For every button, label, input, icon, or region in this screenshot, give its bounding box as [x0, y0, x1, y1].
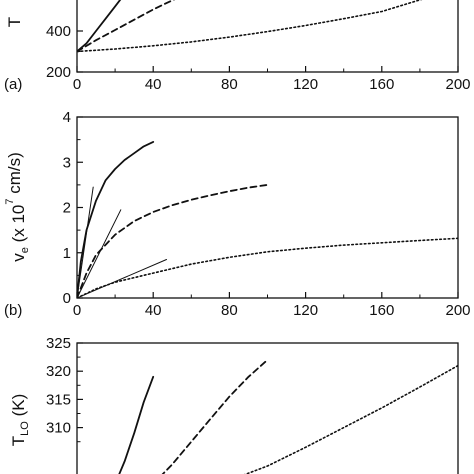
x-tick-label: 40	[145, 302, 162, 319]
x-tick-label: 200	[445, 302, 470, 319]
panel-label: (b)	[4, 302, 22, 319]
series-line-solid	[77, 140, 155, 298]
y-tick-label: 200	[46, 64, 71, 81]
panel-label: (a)	[4, 76, 22, 93]
y-axis-label-part: cm/s)	[5, 152, 24, 198]
y-tick-label: 325	[46, 335, 71, 352]
x-tick-label: 200	[445, 76, 470, 93]
series-line-dotted	[77, 237, 458, 298]
y-tick-label: 310	[46, 420, 71, 437]
y-tick-label: 400	[46, 23, 71, 40]
y-axis-label: ve (x 107 cm/s)	[4, 152, 31, 262]
x-tick-label: 120	[293, 302, 318, 319]
series-line-dashed	[77, 0, 176, 53]
series-line-dotted	[244, 364, 458, 474]
series-line-solid	[77, 0, 122, 53]
series-line-thin	[77, 209, 122, 298]
x-tick-label: 40	[145, 76, 162, 93]
y-axis-label-part: e	[19, 247, 31, 253]
y-axis-label-main: T	[5, 17, 24, 27]
y-axis-label: TLO (K)	[9, 394, 31, 446]
plot-frame	[76, 116, 459, 299]
y-axis-label-part: T	[9, 436, 28, 446]
y-axis-label: T	[5, 17, 24, 27]
y-axis-label-part: (x 10	[9, 205, 28, 248]
x-tick-label: 80	[221, 76, 238, 93]
x-tick-label: 160	[369, 302, 394, 319]
x-tick-label: 160	[369, 76, 394, 93]
x-tick-label: 120	[293, 76, 318, 93]
y-tick-label: 2	[63, 200, 71, 217]
x-tick-label: 80	[221, 302, 238, 319]
y-tick-label: 1	[63, 245, 71, 262]
y-axis-label-part: LO	[19, 421, 31, 436]
x-tick-label: 0	[73, 76, 81, 93]
series-line-solid	[118, 375, 155, 474]
y-axis-label-part: v	[9, 253, 28, 262]
series-line-dotted	[77, 0, 423, 53]
panel-frames	[76, 0, 459, 474]
series-line-dashed	[161, 358, 269, 474]
series-line-dashed	[77, 183, 269, 298]
y-tick-label: 0	[63, 290, 71, 307]
series-lines	[77, 0, 458, 474]
y-tick-label: 320	[46, 363, 71, 380]
y-tick-label: 315	[46, 391, 71, 408]
series-line-thin	[77, 259, 167, 298]
y-tick-label: 3	[63, 154, 71, 171]
y-axis-label-part: 7	[4, 199, 16, 205]
x-tick-label: 0	[73, 302, 81, 319]
y-axis-label-part: (K)	[9, 394, 28, 421]
y-tick-label: 4	[63, 109, 71, 126]
plot-frame	[76, 0, 459, 73]
series-line-thin	[77, 186, 94, 298]
plot-frame	[76, 342, 459, 474]
